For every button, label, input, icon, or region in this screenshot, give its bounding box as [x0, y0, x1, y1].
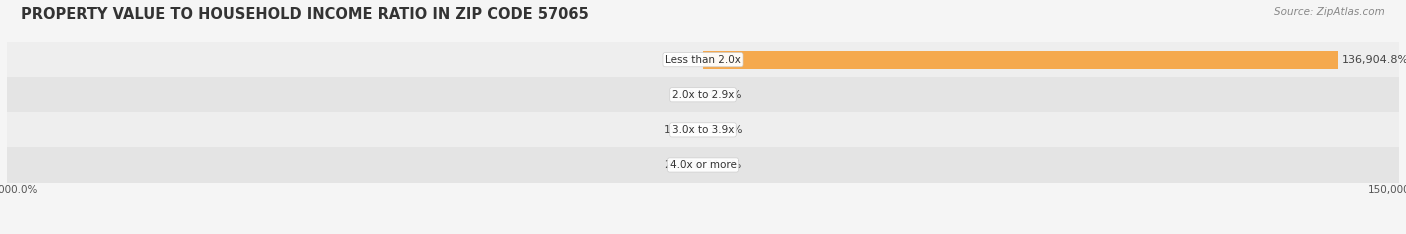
Text: PROPERTY VALUE TO HOUSEHOLD INCOME RATIO IN ZIP CODE 57065: PROPERTY VALUE TO HOUSEHOLD INCOME RATIO…: [21, 7, 589, 22]
Text: 3.0x to 3.9x: 3.0x to 3.9x: [672, 125, 734, 135]
Bar: [703, 51, 1339, 69]
Text: 136,904.8%: 136,904.8%: [1341, 55, 1406, 65]
Text: 25.5%: 25.5%: [664, 160, 699, 170]
Text: 39.7%: 39.7%: [707, 125, 742, 135]
Bar: [7, 77, 1399, 112]
Text: 19.6%: 19.6%: [664, 125, 699, 135]
Text: Source: ZipAtlas.com: Source: ZipAtlas.com: [1274, 7, 1385, 17]
Text: 2.0x to 2.9x: 2.0x to 2.9x: [672, 90, 734, 100]
Text: 11.1%: 11.1%: [707, 160, 742, 170]
Text: 54.9%: 54.9%: [664, 55, 699, 65]
Bar: [7, 112, 1399, 147]
Bar: [7, 147, 1399, 183]
Text: 0.0%: 0.0%: [671, 90, 699, 100]
Bar: [7, 42, 1399, 77]
Text: 47.6%: 47.6%: [707, 90, 742, 100]
Text: Less than 2.0x: Less than 2.0x: [665, 55, 741, 65]
Text: 4.0x or more: 4.0x or more: [669, 160, 737, 170]
